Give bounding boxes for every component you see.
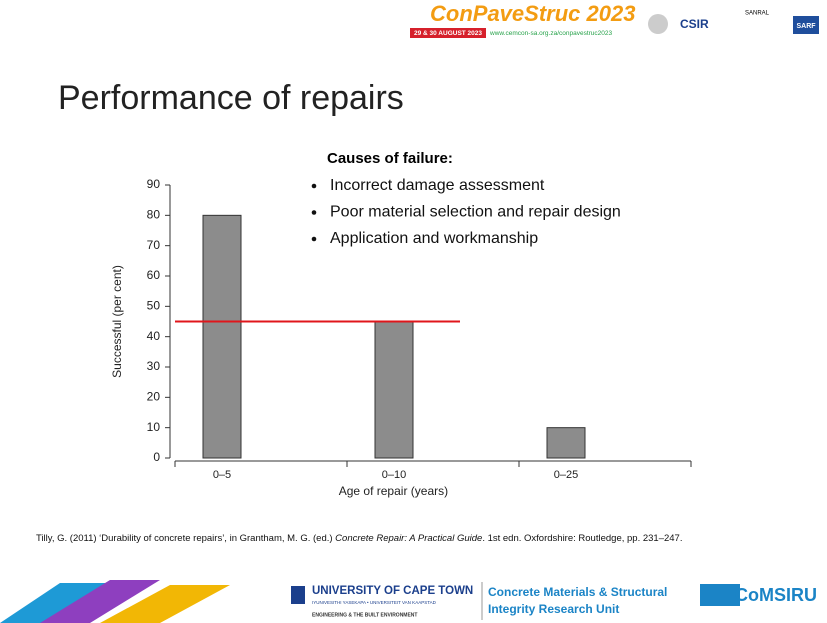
citation: Tilly, G. (2011) ‘Durability of concrete… [36,530,796,547]
bar [374,321,414,459]
uct-box [288,580,484,623]
y-tick-label: 20 [147,390,161,404]
bullet [311,183,317,189]
uct-name: UNIVERSITY OF CAPE TOWN [312,585,473,597]
event-logo: ConPaveStruc 2023 [430,1,635,26]
y-tick-label: 0 [153,450,160,464]
citation-title: Concrete Repair: A Practical Guide [335,533,483,544]
cause: Incorrect damage assessment [330,177,545,194]
citation-part: . 1st edn. Oxfordshire: Routledge, pp. 2… [482,533,683,544]
cause: Application and workmanship [330,230,538,247]
comsiru-mark [700,584,740,606]
y-tick-label: 10 [147,420,161,434]
date-box [410,28,486,38]
citation-part: Tilly, G. (2011) ‘Durability of concrete… [36,533,336,544]
y-tick-label: 80 [147,208,161,222]
bullet [311,236,317,242]
bullet [311,210,317,215]
x-axis-title: Age of repair (years) [339,484,448,498]
slide-title: Performance of repairs [58,79,404,117]
cause: Poor material selection and repair desig… [330,204,621,221]
y-tick-label: 90 [147,177,161,191]
stripe [40,580,160,623]
comsiru: CoMSIRU [735,585,817,605]
logo [648,14,668,34]
uct-faculty: ENGINEERING & THE BUILT ENVIRONMENT [312,612,417,618]
x-tick-label: 0–10 [382,469,406,481]
logo-sarf: SARF [796,23,816,30]
causes-heading: Causes of failure: [327,150,453,167]
uct-sub: IYUNIVESITHI YASEKAPA • UNIVERSITEIT VAN… [312,600,437,605]
dates: 29 & 30 AUGUST 2023 [414,30,482,37]
bar [546,427,586,459]
x-tick-label: 0–5 [213,469,231,481]
y-tick-label: 70 [147,238,161,252]
logo-box [793,16,819,34]
x-tick-label: 0–25 [554,469,578,481]
y-tick-label: 60 [147,268,161,282]
stripe [100,585,230,623]
bar [202,214,242,459]
logo-csir: CSIR [680,17,709,31]
y-tick-label: 40 [147,329,161,343]
url: www.cemcon-sa.org.za/conpavestruc2023 [489,30,613,37]
logo-sanral: SANRAL [745,11,770,17]
y-axis-title: Successful (per cent) [110,265,124,378]
unit-line: Concrete Materials & Structural [488,585,667,599]
y-tick-label: 50 [147,299,161,313]
unit-line: Integrity Research Unit [488,602,619,616]
y-tick-label: 30 [147,359,161,373]
uct-crest [291,586,305,604]
